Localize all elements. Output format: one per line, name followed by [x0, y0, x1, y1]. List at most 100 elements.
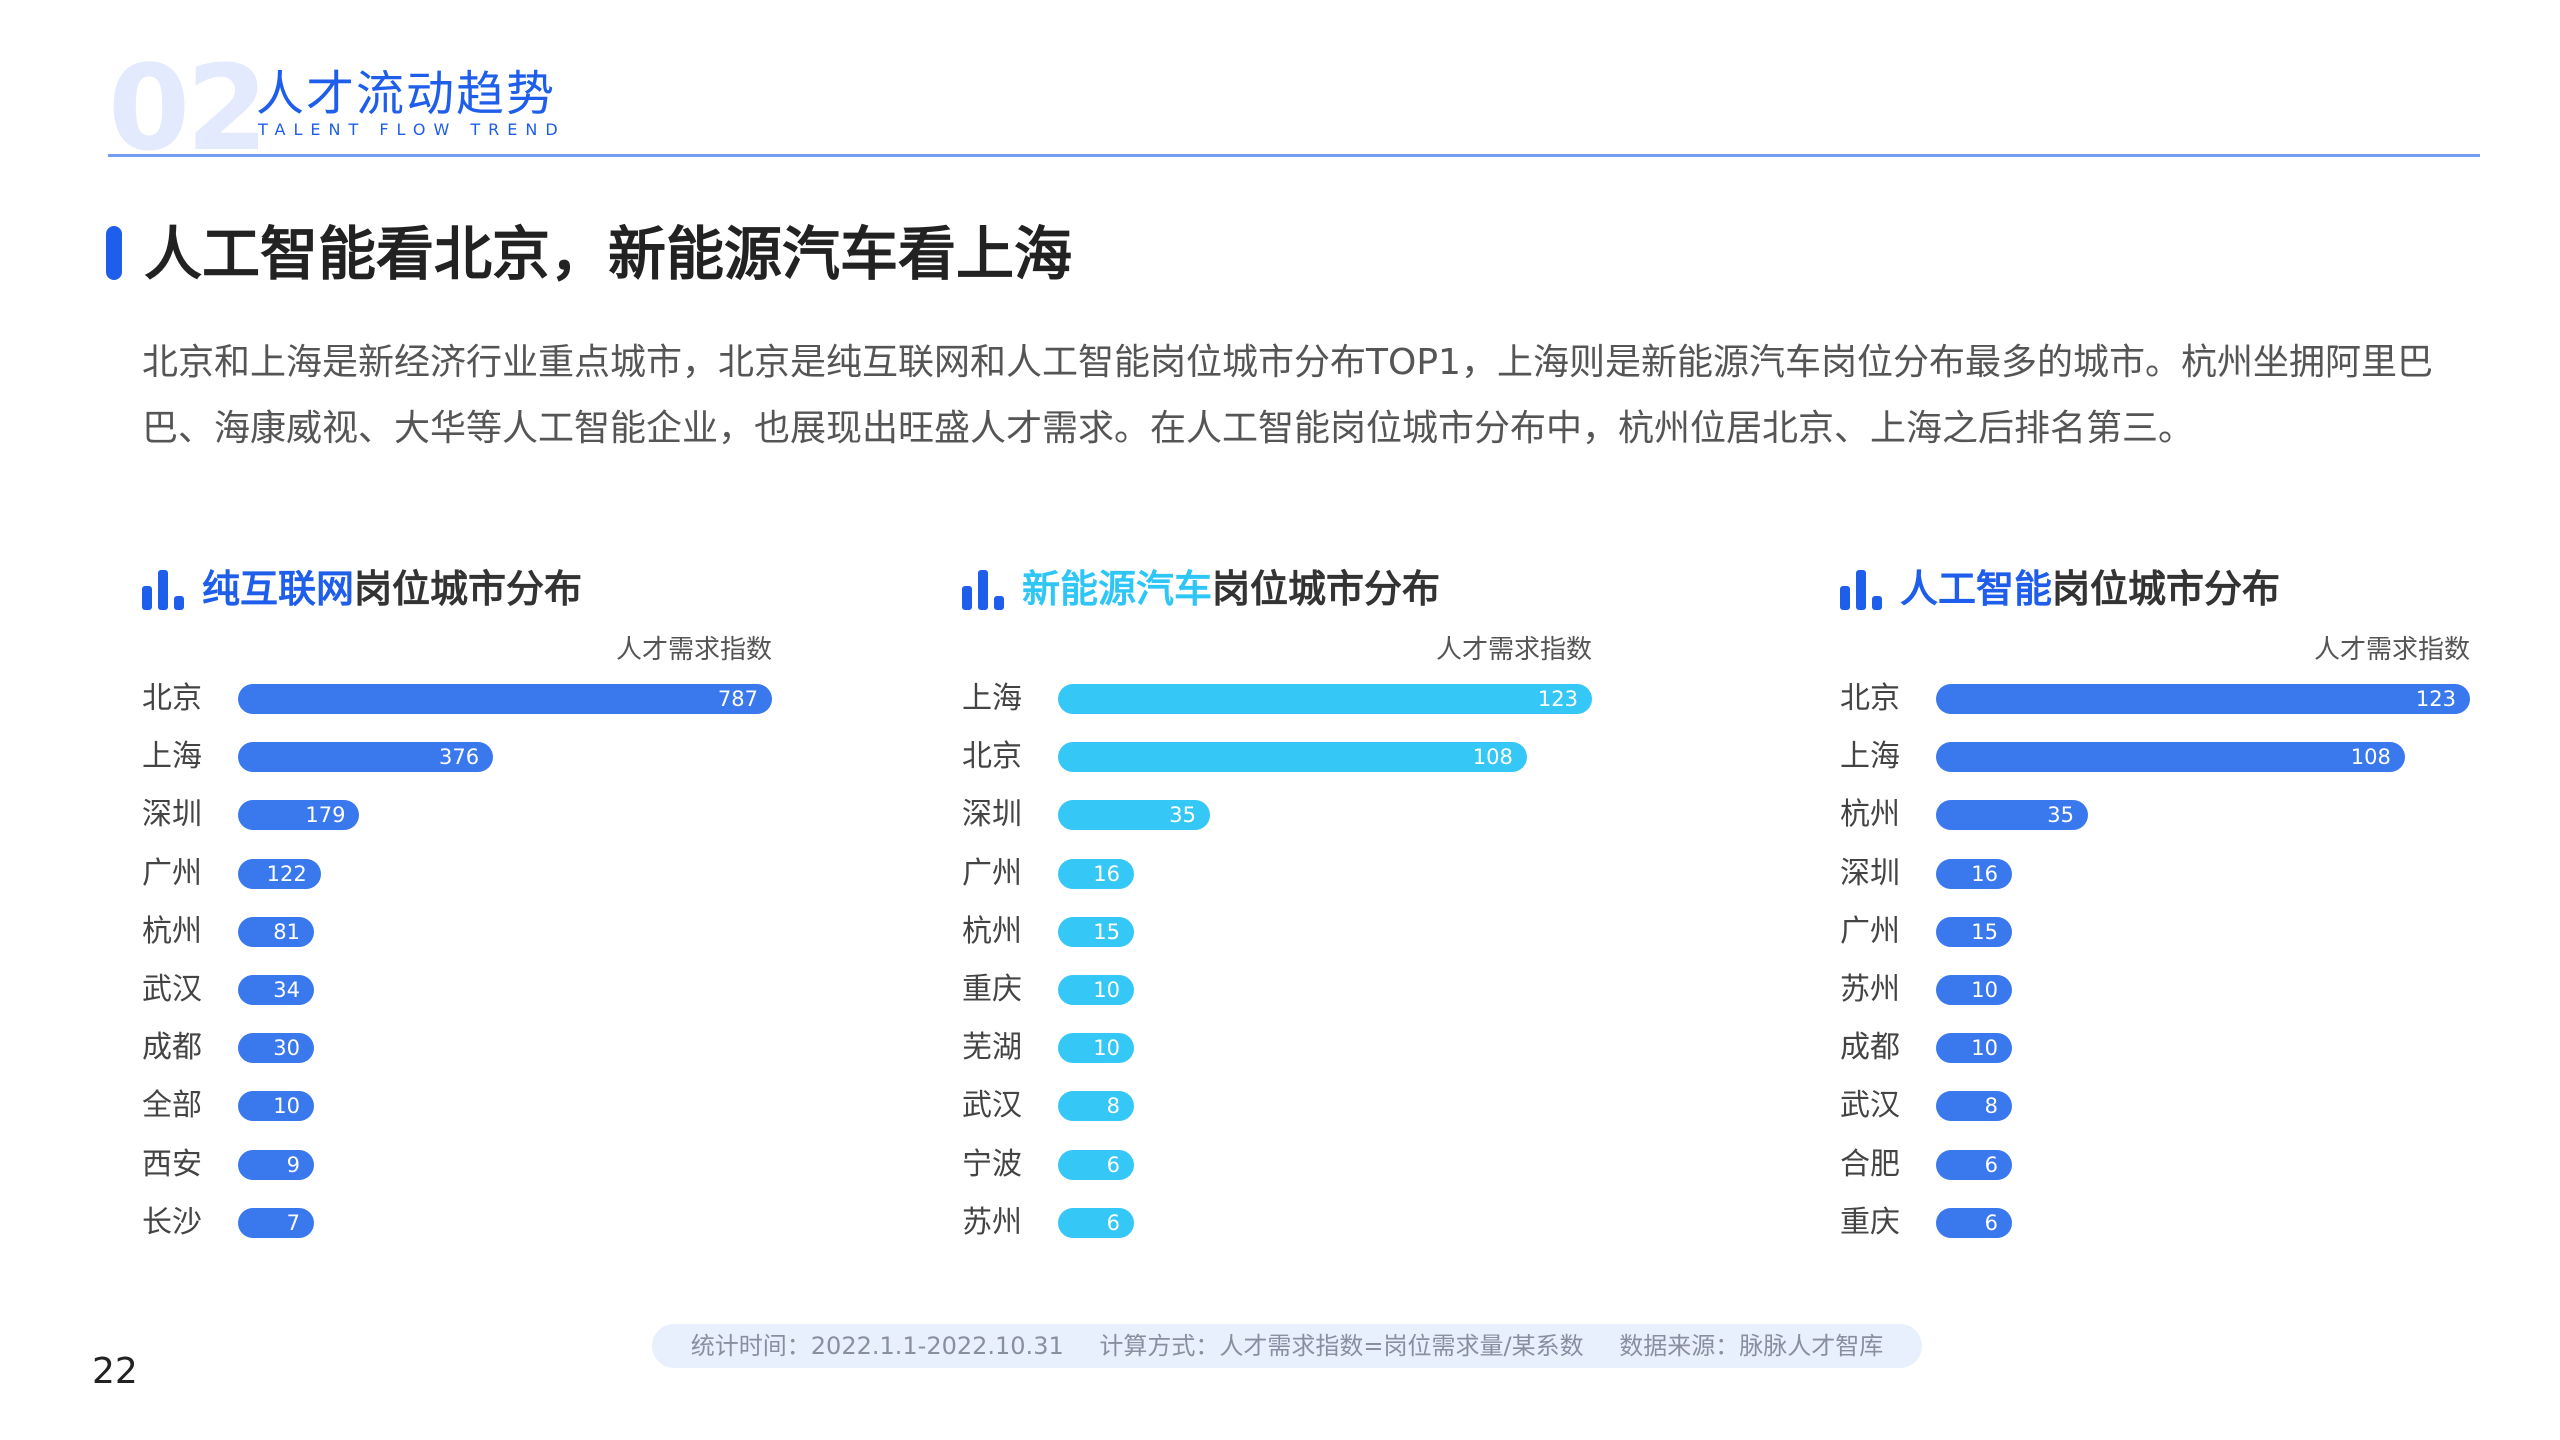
bar: 123 [1936, 684, 2470, 714]
bar: 34 [238, 975, 314, 1005]
category-label: 重庆 [1840, 1204, 1900, 1240]
category-label: 武汉 [1840, 1088, 1900, 1124]
bar: 10 [1936, 1033, 2012, 1064]
bar-value-label: 15 [1971, 919, 1998, 944]
bar-value-label: 108 [1472, 745, 1513, 770]
chart-title: 新能源汽车岗位城市分布 [1022, 560, 1440, 618]
bar-value-label: 6 [1984, 1210, 1998, 1235]
chart-axis-label: 人才需求指数 [2313, 635, 2470, 665]
bar: 35 [1058, 800, 1210, 831]
category-label: 深圳 [1840, 855, 1900, 891]
bar: 8 [1936, 1091, 2012, 1122]
bar-value-label: 123 [2415, 687, 2456, 711]
bar-chart-icon [1840, 570, 1882, 610]
bar-value-label: 81 [273, 919, 300, 944]
category-label: 苏州 [962, 1204, 1022, 1240]
category-label: 上海 [142, 739, 202, 775]
bar: 10 [1058, 975, 1134, 1005]
category-label: 广州 [962, 855, 1022, 891]
category-label: 芜湖 [962, 1030, 1022, 1066]
bar-value-label: 8 [1106, 1094, 1120, 1119]
bar: 376 [238, 742, 494, 773]
category-label: 武汉 [962, 1088, 1022, 1124]
bar-value-label: 108 [2350, 745, 2391, 770]
title-accent-bar [106, 226, 122, 280]
bar: 81 [238, 916, 314, 947]
bar-chart-icon [142, 570, 184, 610]
bar-value-label: 16 [1093, 861, 1120, 886]
bar-value-label: 7 [286, 1210, 300, 1235]
header-divider [108, 154, 2480, 157]
chart-title-rest: 岗位城市分布 [354, 567, 583, 611]
category-label: 北京 [962, 739, 1022, 775]
footer-stat-time: 统计时间：2022.1.1-2022.10.31 [690, 1332, 1064, 1360]
category-label: 深圳 [962, 797, 1022, 833]
bar: 16 [1058, 858, 1134, 889]
bar-value-label: 10 [1093, 1036, 1120, 1061]
footer-method: 计算方式：人才需求指数=岗位需求量/某系数 [1099, 1332, 1584, 1360]
chart-ai-city-distribution: 人工智能岗位城市分布 人才需求指数 北京 123 上海 108 杭州 35 深圳 16 广州 15… [1840, 560, 2540, 1260]
bar-value-label: 10 [1971, 978, 1998, 1002]
bar: 7 [238, 1207, 314, 1238]
category-label: 重庆 [962, 972, 1022, 1007]
chart-internet-city-distribution: 纯互联网岗位城市分布 人才需求指数 北京 787 上海 376 深圳 179 广州 122 杭州… [142, 560, 842, 1260]
page-description: 北京和上海是新经济行业重点城市，北京是纯互联网和人工智能岗位城市分布TOP1，上… [142, 342, 2433, 449]
bar: 10 [238, 1091, 314, 1122]
section-header-subtitle: TALENT FLOW TREND [258, 120, 566, 139]
category-label: 成都 [1840, 1030, 1900, 1066]
bar-value-label: 30 [273, 1036, 300, 1061]
bar: 6 [1936, 1149, 2012, 1180]
chart-title-highlight: 纯互联网 [202, 567, 355, 611]
bar-value-label: 16 [1971, 861, 1998, 886]
chart-title: 纯互联网岗位城市分布 [202, 560, 582, 618]
bar: 15 [1936, 916, 2012, 947]
category-label: 全部 [142, 1088, 202, 1124]
bar-value-label: 9 [286, 1152, 300, 1177]
bar: 9 [238, 1149, 314, 1180]
chart-title-highlight: 人工智能 [1900, 567, 2053, 611]
category-label: 长沙 [142, 1204, 202, 1240]
bar: 30 [238, 1033, 314, 1064]
category-label: 武汉 [142, 972, 202, 1007]
bar-value-label: 6 [1984, 1152, 1998, 1177]
bar: 122 [238, 858, 321, 889]
bar-value-label: 35 [1169, 803, 1196, 828]
bar: 10 [1058, 1033, 1134, 1064]
chart-title: 人工智能岗位城市分布 [1900, 560, 2280, 618]
bar: 179 [238, 800, 360, 831]
bar-value-label: 6 [1106, 1152, 1120, 1177]
bar-value-label: 35 [2047, 803, 2074, 828]
bar-value-label: 10 [273, 1094, 300, 1119]
bar-value-label: 34 [273, 978, 300, 1002]
bar: 10 [1936, 975, 2012, 1005]
category-label: 上海 [1840, 739, 1900, 775]
bar-value-label: 10 [1971, 1036, 1998, 1061]
chart-title-rest: 岗位城市分布 [2052, 567, 2281, 611]
category-label: 宁波 [962, 1146, 1022, 1182]
section-number: 02 [108, 39, 268, 177]
bar: 6 [1058, 1207, 1134, 1238]
category-label: 上海 [962, 681, 1022, 716]
bar: 15 [1058, 916, 1134, 947]
chart-axis-label: 人才需求指数 [615, 635, 772, 665]
category-label: 杭州 [1840, 797, 1900, 833]
section-header: 02 人才流动趋势 TALENT FLOW TREND [108, 39, 2478, 177]
chart-title-highlight: 新能源汽车 [1022, 567, 1213, 611]
category-label: 北京 [1840, 681, 1900, 716]
category-label: 广州 [142, 855, 202, 891]
category-label: 深圳 [142, 797, 202, 833]
bar-value-label: 10 [1093, 978, 1120, 1002]
category-label: 合肥 [1840, 1146, 1900, 1182]
category-label: 苏州 [1840, 972, 1900, 1007]
bar: 35 [1936, 800, 2088, 831]
bar: 108 [1058, 742, 1527, 773]
bar: 787 [238, 684, 772, 714]
bar-value-label: 8 [1984, 1094, 1998, 1119]
bar-value-label: 122 [266, 861, 307, 886]
footer-notes: 统计时间：2022.1.1-2022.10.31 计算方式：人才需求指数=岗位需… [652, 1324, 1922, 1368]
bar: 123 [1058, 684, 1592, 714]
bar: 6 [1936, 1207, 2012, 1238]
section-header-title: 人才流动趋势 [256, 66, 557, 122]
category-label: 杭州 [962, 913, 1022, 949]
bar: 16 [1936, 858, 2012, 889]
